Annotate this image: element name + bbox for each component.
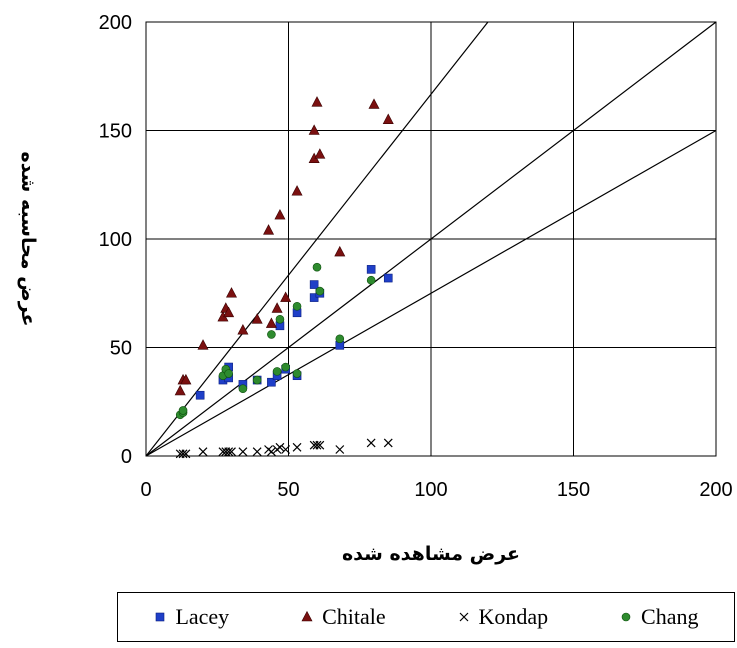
point-kondap-14 — [281, 445, 291, 454]
x-tick-label-3: 150 — [557, 479, 590, 501]
series-chitale — [174, 96, 394, 396]
plot-area-frame — [145, 21, 717, 457]
legend-marker-square-icon — [153, 610, 167, 624]
legend-label-chitale: Chitale — [322, 604, 386, 629]
legend-item-chitale: Chitale — [300, 604, 386, 630]
legend-item-kondap: Kondap — [457, 604, 549, 630]
point-chang-16 — [335, 334, 345, 344]
point-chitale-2 — [180, 373, 192, 385]
point-kondap-15 — [292, 442, 302, 452]
series-kondap — [175, 438, 393, 459]
y-tick-label-0: 0 — [121, 446, 132, 468]
point-chitale-19 — [314, 148, 326, 159]
legend-item-chang: Chang — [619, 604, 699, 630]
point-chitale-22 — [382, 113, 394, 124]
point-kondap-13 — [275, 442, 285, 452]
point-chang-5 — [224, 369, 233, 378]
point-chitale-9 — [251, 313, 263, 324]
point-chitale-8 — [237, 323, 249, 335]
y-tick-label-2: 100 — [99, 229, 132, 251]
point-chitale-0 — [174, 384, 186, 396]
point-chitale-14 — [280, 291, 292, 302]
point-lacey-17 — [383, 273, 393, 283]
point-kondap-18 — [315, 440, 325, 450]
data-points — [174, 96, 394, 459]
point-lacey-16 — [366, 265, 376, 274]
point-lacey-6 — [267, 377, 276, 387]
point-chitale-6 — [223, 306, 235, 318]
series-chang — [175, 262, 376, 420]
scatter-chart: 0 50 100 150 200 0 50 100 150 200 عرض مشاهده شده… — [17, 12, 733, 565]
point-lacey-13 — [309, 280, 319, 289]
point-lacey-12 — [309, 293, 319, 302]
legend-item-lacey: Lacey — [153, 604, 229, 630]
point-chang-15 — [312, 262, 322, 272]
point-chang-10 — [275, 314, 285, 324]
legend-glyph-lacey — [156, 612, 165, 622]
point-chang-9 — [272, 367, 282, 376]
x-tick-label-0: 0 — [140, 479, 151, 501]
point-kondap-1 — [178, 449, 188, 459]
point-chitale-3 — [197, 339, 209, 350]
point-chitale-20 — [334, 245, 346, 257]
x-tick-label-2: 100 — [414, 479, 447, 501]
reference-line-2 — [145, 129, 717, 457]
point-kondap-2 — [181, 449, 191, 459]
legend-glyph-chang — [621, 612, 631, 622]
y-axis-title: عرض محاسبه شده — [17, 151, 39, 326]
point-kondap-8 — [238, 447, 248, 457]
point-chitale-18 — [311, 96, 323, 107]
point-kondap-3 — [198, 447, 208, 457]
point-lacey-0 — [195, 390, 205, 400]
point-chang-11 — [281, 362, 290, 372]
point-chang-8 — [267, 330, 276, 339]
point-chitale-15 — [291, 185, 303, 196]
point-chang-13 — [292, 301, 302, 311]
legend-marker-triangle-icon — [300, 610, 314, 624]
point-chitale-13 — [274, 208, 286, 220]
legend-label-kondap: Kondap — [478, 604, 549, 629]
y-tick-labels: 0 50 100 150 200 — [99, 12, 132, 468]
point-chitale-17 — [308, 124, 320, 135]
point-chitale-21 — [368, 98, 380, 109]
point-chang-17 — [366, 275, 376, 285]
point-kondap-11 — [266, 447, 276, 457]
point-kondap-17 — [312, 440, 322, 450]
point-kondap-9 — [252, 447, 262, 457]
legend: Lacey Chitale Kondap Chang — [117, 592, 735, 642]
legend-label-chang: Chang — [641, 604, 699, 629]
point-chitale-7 — [226, 287, 237, 298]
point-chang-7 — [252, 375, 262, 385]
point-kondap-19 — [335, 445, 345, 454]
point-kondap-7 — [227, 447, 236, 457]
point-chang-12 — [292, 369, 302, 378]
point-chang-6 — [238, 384, 248, 394]
legend-glyph-kondap — [459, 612, 468, 622]
point-kondap-6 — [224, 447, 234, 457]
x-axis-title: عرض مشاهده شده — [342, 543, 520, 565]
legend-marker-circle-icon — [619, 610, 633, 624]
legend-glyph-chitale — [301, 610, 313, 622]
point-kondap-20 — [366, 438, 376, 448]
y-tick-label-1: 50 — [110, 338, 132, 360]
point-kondap-21 — [383, 438, 393, 448]
y-tick-label-4: 200 — [99, 12, 132, 34]
x-tick-label-1: 50 — [277, 479, 299, 501]
point-chitale-10 — [263, 224, 275, 235]
point-chang-2 — [178, 406, 188, 415]
x-tick-label-4: 200 — [699, 479, 732, 501]
x-tick-labels: 0 50 100 150 200 — [140, 479, 732, 501]
reference-line-0 — [145, 21, 489, 457]
legend-marker-x-icon — [457, 610, 471, 624]
point-chitale-11 — [265, 317, 277, 328]
point-chitale-12 — [271, 302, 283, 313]
point-chang-14 — [315, 286, 325, 296]
y-tick-label-3: 150 — [99, 121, 132, 143]
legend-label-lacey: Lacey — [175, 604, 230, 629]
